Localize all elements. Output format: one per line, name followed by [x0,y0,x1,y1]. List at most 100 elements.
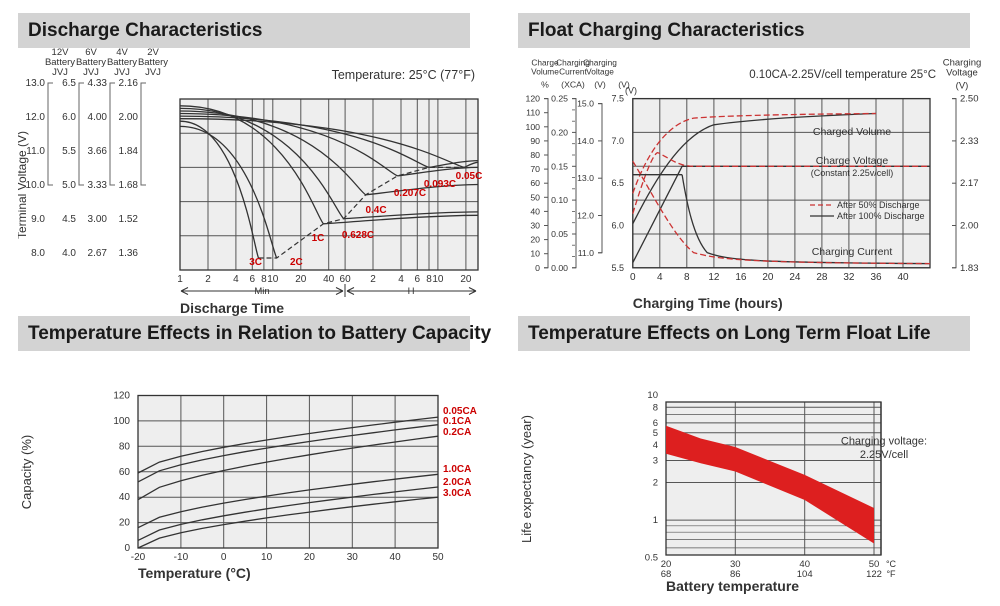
svg-text:JVJ: JVJ [145,67,161,78]
svg-text:6.0: 6.0 [62,112,76,123]
svg-text:0.10: 0.10 [551,195,568,205]
svg-text:2.0CA: 2.0CA [443,477,471,488]
svg-text:50: 50 [530,192,540,202]
svg-text:10: 10 [432,274,444,285]
svg-text:0.00: 0.00 [551,263,568,273]
svg-text:Temperature: 25°C (77°F): Temperature: 25°C (77°F) [332,68,475,82]
svg-text:0.207C: 0.207C [394,188,426,199]
svg-text:9.0: 9.0 [31,214,45,225]
svg-text:4.5: 4.5 [62,214,76,225]
svg-text:3: 3 [653,456,658,467]
svg-text:122: 122 [866,569,882,580]
svg-text:0: 0 [221,552,227,563]
svg-text:0.05C: 0.05C [456,171,483,182]
svg-text:104: 104 [797,569,813,580]
svg-text:110: 110 [526,108,540,118]
svg-text:After 100% Discharge: After 100% Discharge [837,211,925,221]
svg-text:0.628C: 0.628C [342,230,374,241]
svg-text:0.5: 0.5 [645,553,658,564]
svg-text:12.0: 12.0 [577,211,594,221]
svg-text:1.84: 1.84 [119,146,139,157]
svg-text:2.33: 2.33 [960,136,979,147]
svg-text:60: 60 [119,467,131,478]
svg-text:0.25: 0.25 [551,94,568,104]
svg-text:40: 40 [323,274,335,285]
svg-text:30: 30 [347,552,359,563]
svg-text:40: 40 [530,206,540,216]
svg-text:8: 8 [653,402,658,413]
svg-text:6.5: 6.5 [611,178,624,188]
svg-text:5.5: 5.5 [62,146,76,157]
svg-text:(V): (V) [625,86,637,96]
svg-text:Capacity (%): Capacity (%) [19,435,34,509]
svg-text:5: 5 [653,428,658,439]
svg-text:JVJ: JVJ [52,67,68,78]
svg-text:12: 12 [708,272,720,283]
svg-text:Discharge Time: Discharge Time [180,300,284,316]
svg-text:1C: 1C [312,233,325,244]
svg-text:(XCA): (XCA) [561,80,585,90]
svg-text:8: 8 [684,272,690,283]
svg-text:%: % [541,80,549,90]
svg-text:4.33: 4.33 [88,78,108,89]
svg-text:40: 40 [390,552,402,563]
svg-text:2: 2 [205,274,211,285]
svg-text:28: 28 [816,272,828,283]
svg-text:60: 60 [340,274,352,285]
svg-text:5.0: 5.0 [62,180,76,191]
svg-text:Current: Current [559,67,587,77]
svg-text:Voltage: Voltage [946,68,978,79]
svg-text:H: H [408,286,415,297]
svg-text:Battery temperature: Battery temperature [666,578,799,594]
svg-text:Charged Volume: Charged Volume [813,126,891,138]
svg-text:0: 0 [630,272,636,283]
svg-text:4: 4 [398,274,404,285]
svg-text:20: 20 [530,235,540,245]
svg-text:20: 20 [304,552,316,563]
svg-text:70: 70 [530,164,540,174]
svg-text:16: 16 [735,272,747,283]
svg-text:°C: °C [886,559,897,569]
svg-text:6.0: 6.0 [611,221,624,231]
svg-text:Charging Current: Charging Current [812,246,893,258]
svg-text:2.50: 2.50 [960,94,979,105]
svg-text:12.0: 12.0 [26,112,46,123]
svg-text:Life expectancy (year): Life expectancy (year) [519,415,534,543]
svg-text:(V): (V) [956,81,969,92]
svg-text:3.00: 3.00 [88,214,108,225]
svg-text:11.0: 11.0 [26,146,45,157]
svg-text:3C: 3C [249,257,262,268]
svg-text:2: 2 [653,478,658,489]
svg-text:90: 90 [530,136,540,146]
svg-text:40: 40 [897,272,909,283]
svg-text:80: 80 [119,441,131,452]
svg-text:2C: 2C [290,257,303,268]
svg-text:6: 6 [415,274,421,285]
svg-text:1.0CA: 1.0CA [443,464,471,475]
svg-text:1: 1 [177,274,183,285]
svg-text:2.17: 2.17 [960,178,979,189]
svg-text:100: 100 [113,416,130,427]
svg-text:°F: °F [886,569,896,579]
svg-text:5.5: 5.5 [611,263,624,273]
svg-text:120: 120 [113,391,130,402]
svg-text:7.0: 7.0 [611,136,624,146]
svg-text:10: 10 [261,552,273,563]
svg-text:8: 8 [426,274,432,285]
svg-text:3.66: 3.66 [88,146,108,157]
svg-text:10: 10 [267,274,279,285]
svg-text:1.36: 1.36 [119,248,139,259]
svg-text:0.10CA-2.25V/cell temperature: 0.10CA-2.25V/cell temperature 25°C [749,69,936,81]
svg-text:20: 20 [762,272,774,283]
svg-text:13.0: 13.0 [26,78,46,89]
svg-text:1: 1 [653,515,658,526]
svg-text:30: 30 [530,221,540,231]
svg-text:2.25V/cell: 2.25V/cell [860,449,908,461]
svg-text:JVJ: JVJ [114,67,130,78]
svg-text:8.0: 8.0 [31,248,45,259]
svg-text:0.093C: 0.093C [424,179,456,190]
svg-text:0.2CA: 0.2CA [443,427,471,438]
svg-text:36: 36 [870,272,882,283]
svg-text:Min: Min [254,286,269,297]
svg-text:0.05: 0.05 [551,229,568,239]
